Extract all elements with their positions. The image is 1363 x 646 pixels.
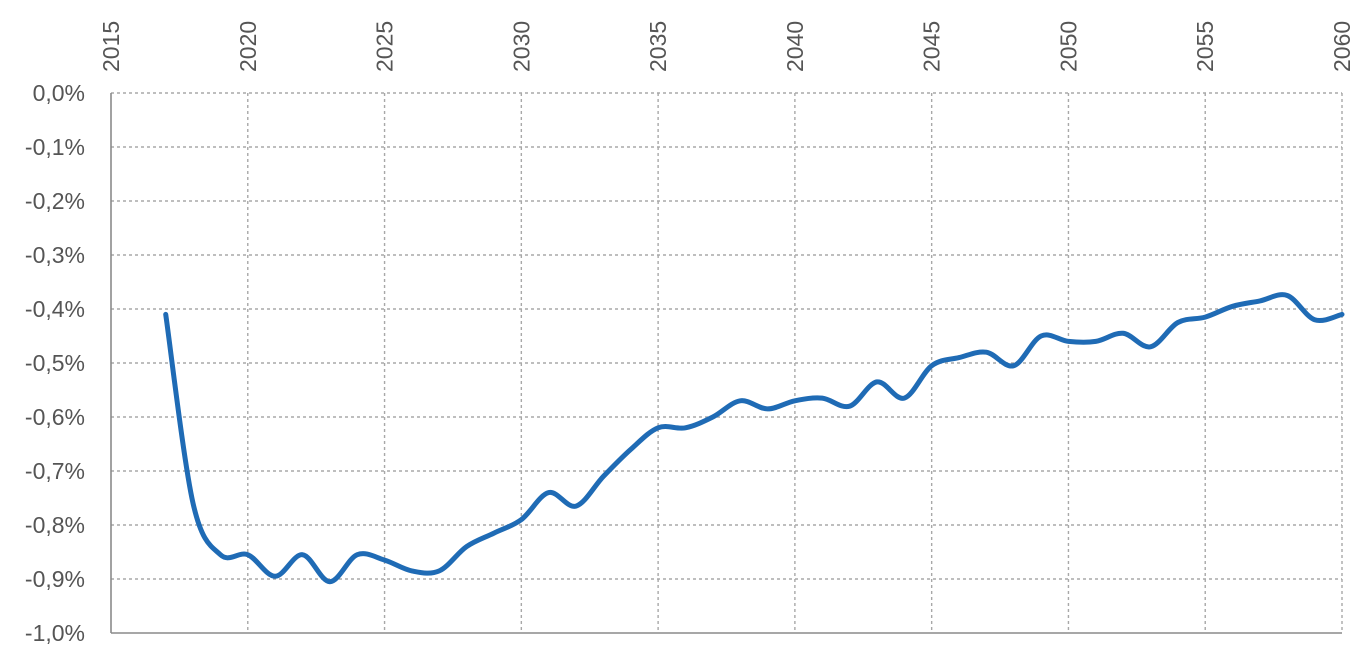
y-tick-label: -0,2% — [25, 188, 85, 214]
y-tick-label: -0,4% — [25, 296, 85, 322]
axes — [110, 93, 1342, 634]
y-tick-label: -0,7% — [25, 458, 85, 484]
x-tick-label: 2020 — [235, 21, 261, 72]
x-tick-label: 2050 — [1055, 21, 1081, 72]
x-tick-label: 2040 — [782, 21, 808, 72]
y-tick-label: -0,3% — [25, 242, 85, 268]
x-tick-labels: 2015 2020 2025 2030 2035 2040 2045 2050 2055 2060 — [98, 21, 1355, 72]
x-tick-label: 2030 — [508, 21, 534, 72]
series-line — [163, 292, 1345, 585]
y-tick-label: -0,6% — [25, 404, 85, 430]
y-tick-label: -1,0% — [25, 620, 85, 646]
y-tick-label: -0,5% — [25, 350, 85, 376]
x-tick-label: 2035 — [645, 21, 671, 72]
series — [163, 292, 1345, 585]
y-tick-label: -0,8% — [25, 512, 85, 538]
x-tick-label: 2015 — [98, 21, 124, 72]
y-tick-label: -0,9% — [25, 566, 85, 592]
grid — [111, 92, 1343, 633]
y-tick-labels: 0,0% -0,1% -0,2% -0,3% -0,4% -0,5% -0,6% -0,7% -… — [25, 80, 85, 646]
x-tick-label: 2025 — [372, 21, 398, 72]
x-tick-label: 2045 — [919, 21, 945, 72]
y-tick-label: 0,0% — [33, 80, 85, 106]
x-tick-label: 2055 — [1192, 21, 1218, 72]
x-tick-label: 2060 — [1329, 21, 1355, 72]
y-tick-label: -0,1% — [25, 134, 85, 160]
